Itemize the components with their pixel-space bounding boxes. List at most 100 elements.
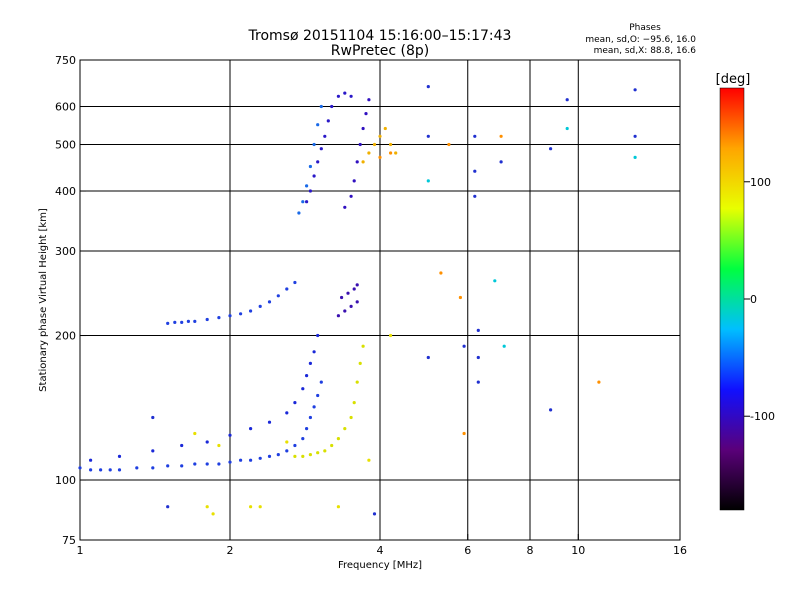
stats-line-o: mean, sd,O: −95.6, 16.0 (585, 35, 696, 45)
data-point (89, 458, 93, 462)
chart-subtitle: RwPretec (8p) (331, 43, 429, 59)
data-point (239, 312, 243, 316)
data-point (180, 320, 184, 324)
data-point (372, 512, 377, 516)
data-point (367, 151, 371, 155)
data-point (476, 380, 480, 384)
data-point (476, 355, 480, 360)
data-point (316, 160, 320, 164)
data-point (349, 415, 353, 420)
data-point (502, 344, 506, 348)
y-tick-label: 300 (55, 245, 76, 258)
data-point (293, 454, 297, 458)
data-point (372, 142, 377, 147)
data-point (316, 451, 320, 455)
data-point (308, 361, 312, 365)
data-point (499, 160, 503, 164)
data-point (319, 380, 323, 384)
y-tick-label: 200 (55, 330, 76, 343)
y-tick-label: 75 (62, 534, 76, 547)
data-point (319, 104, 323, 109)
data-point (166, 321, 170, 325)
data-point (565, 98, 569, 102)
data-point (108, 468, 112, 472)
data-point (323, 134, 327, 138)
data-point (285, 440, 289, 444)
data-point (312, 174, 316, 178)
data-point (597, 380, 601, 384)
data-point (135, 466, 139, 470)
data-point (361, 344, 365, 348)
data-point (285, 287, 289, 291)
data-point (493, 279, 497, 283)
data-point (389, 333, 393, 338)
y-tick-label: 500 (55, 139, 76, 152)
y-tick-label: 400 (55, 185, 76, 198)
data-point (305, 427, 309, 431)
data-point (447, 142, 451, 147)
data-point (352, 401, 356, 405)
data-point (389, 142, 393, 147)
data-point (549, 408, 553, 412)
x-axis-ticks: 1 2 4 6 8 10 16 (77, 534, 687, 557)
data-point (312, 350, 316, 354)
data-point (340, 295, 344, 300)
data-point (78, 466, 82, 470)
y-axis-ticks: 75 100 200 300 400 500 600 750 (55, 54, 86, 547)
data-point (326, 119, 330, 123)
data-point (355, 380, 359, 384)
data-point (378, 155, 382, 159)
chart-title: Tromsø 20151104 15:16:00–15:17:43 (248, 28, 512, 44)
data-point (180, 443, 184, 448)
data-point (89, 468, 93, 472)
data-point (301, 437, 305, 441)
data-point (343, 427, 347, 431)
data-point (426, 179, 430, 183)
data-point (186, 319, 190, 323)
y-tick-label: 750 (55, 54, 76, 67)
data-point (361, 126, 365, 131)
data-point (352, 287, 356, 291)
data-point (355, 283, 359, 287)
data-point (166, 505, 170, 509)
data-point (217, 462, 221, 466)
data-point (316, 393, 320, 398)
data-point (308, 164, 312, 169)
data-point (383, 126, 387, 131)
colorbar-tick-label: 0 (750, 293, 757, 306)
data-point (426, 85, 430, 89)
data-point (312, 142, 316, 147)
x-tick-label: 10 (571, 544, 585, 557)
data-point (355, 160, 359, 164)
colorbar-gradient (719, 87, 745, 511)
data-point (293, 401, 297, 405)
data-point (205, 440, 209, 444)
data-point (330, 443, 334, 448)
x-axis-label: Frequency [MHz] (338, 560, 422, 571)
data-point (633, 155, 637, 159)
data-point (349, 94, 353, 98)
data-point (633, 134, 637, 138)
data-point (358, 142, 362, 147)
stats-header: Phases (629, 23, 661, 33)
data-point (151, 466, 155, 470)
y-tick-label: 600 (55, 101, 76, 114)
grid-lines (80, 60, 680, 540)
data-point (361, 160, 365, 164)
data-point (228, 460, 232, 464)
data-point (565, 126, 569, 131)
data-point (249, 505, 253, 509)
data-point (117, 468, 122, 472)
data-point (394, 151, 398, 155)
data-point (193, 462, 197, 466)
data-point (308, 415, 312, 420)
data-point (267, 454, 272, 458)
data-point (346, 291, 350, 295)
data-point (343, 91, 347, 95)
data-point (249, 309, 253, 313)
data-point (633, 88, 637, 92)
data-point (301, 200, 305, 204)
data-point (293, 280, 297, 285)
data-point (336, 94, 340, 98)
